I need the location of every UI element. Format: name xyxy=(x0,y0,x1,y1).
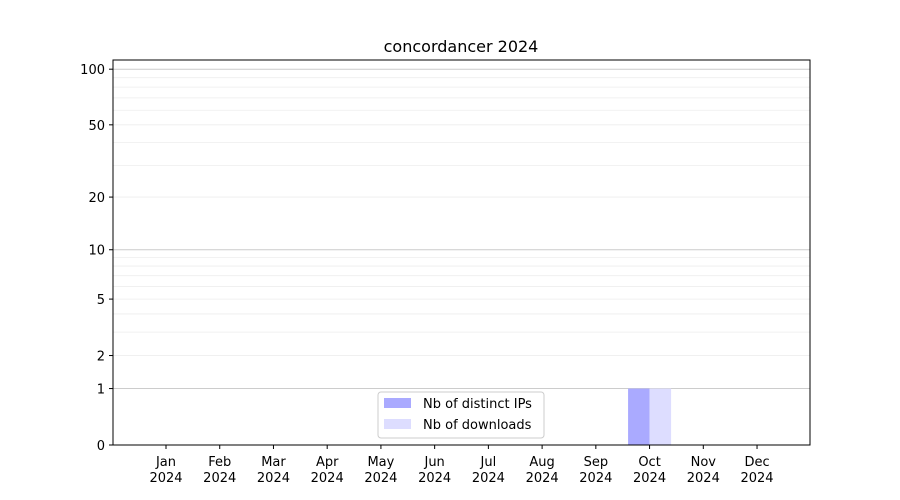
x-tick-label: Dec 2024 xyxy=(740,455,773,486)
plot-frame xyxy=(112,59,811,446)
legend-swatch xyxy=(384,419,411,429)
y-tick-label: 10 xyxy=(88,244,105,259)
y-tick-label: 2 xyxy=(97,350,105,365)
x-tick-label: Nov 2024 xyxy=(687,455,720,486)
bar-distinct-ips xyxy=(628,388,650,445)
legend-swatch xyxy=(384,398,411,408)
x-tick-label: Jul 2024 xyxy=(472,455,505,486)
chart-title: concordancer 2024 xyxy=(384,37,539,56)
legend-label: Nb of downloads xyxy=(423,418,532,433)
x-tick-label: May 2024 xyxy=(364,455,397,486)
legend-label: Nb of distinct IPs xyxy=(423,397,532,412)
x-tick-label: Sep 2024 xyxy=(579,455,612,486)
x-tick-label: Oct 2024 xyxy=(633,455,666,486)
y-tick-label: 5 xyxy=(97,293,105,308)
y-tick-label: 50 xyxy=(88,119,105,134)
y-tick-label: 20 xyxy=(88,191,105,206)
x-tick-label: Jan 2024 xyxy=(149,455,182,486)
x-tick-label: Aug 2024 xyxy=(526,455,559,486)
x-tick-label: Mar 2024 xyxy=(257,455,290,486)
x-tick-label: Feb 2024 xyxy=(203,455,236,486)
y-tick-label: 100 xyxy=(80,63,105,78)
legend: Nb of distinct IPs Nb of downloads xyxy=(377,391,545,439)
y-tick-label: 0 xyxy=(97,439,105,454)
y-tick-label: 1 xyxy=(97,383,105,398)
x-tick-label: Apr 2024 xyxy=(311,455,344,486)
bar-downloads xyxy=(649,388,672,445)
x-tick-label: Jun 2024 xyxy=(418,455,451,486)
